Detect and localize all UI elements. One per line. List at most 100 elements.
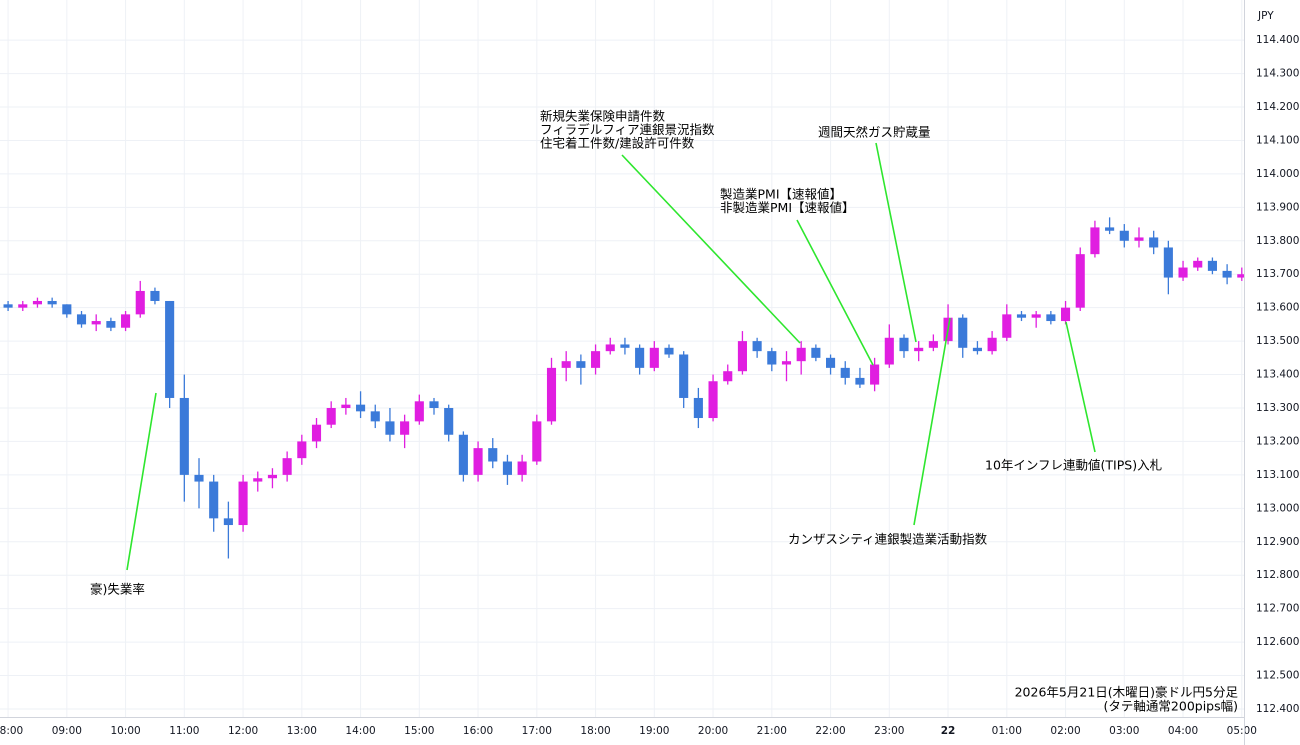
chart-title: (タテ軸通常200pips幅): [1104, 699, 1238, 714]
candle-body: [723, 371, 733, 382]
candle-body: [238, 481, 248, 526]
y-tick-label: 113.600: [1256, 302, 1299, 314]
x-tick-label: 20:00: [698, 725, 728, 737]
x-tick-label: 22:00: [815, 725, 845, 737]
x-tick-label: 11:00: [169, 725, 199, 737]
x-tick-label: 03:00: [1109, 725, 1139, 737]
candle-body: [972, 347, 982, 352]
annotation-line: [875, 142, 917, 343]
candle-body: [62, 304, 72, 315]
y-tick-label: 113.500: [1256, 335, 1299, 347]
candle-body: [1060, 307, 1071, 322]
candle-body: [591, 351, 601, 368]
candle-body: [165, 300, 175, 398]
x-tick-label: 01:00: [992, 725, 1022, 737]
candle-body: [414, 401, 424, 422]
candle-body: [223, 518, 233, 526]
x-tick-label: 05:00: [1227, 725, 1257, 737]
x-tick-label: 14:00: [345, 725, 375, 737]
candle-body: [1163, 247, 1173, 278]
candle-body: [341, 404, 351, 408]
annotation-text: カンザスシティ連銀製造業活動指数: [788, 532, 988, 547]
candle-body: [561, 361, 571, 368]
x-tick-label: 21:00: [757, 725, 787, 737]
candle-body: [546, 367, 557, 422]
annotation-text: 新規失業保険申請件数: [540, 109, 666, 124]
y-tick-label: 112.500: [1256, 670, 1299, 682]
candle-body: [796, 347, 806, 362]
candle-body: [517, 461, 527, 475]
candle-body: [664, 347, 674, 355]
candle-body: [326, 407, 336, 425]
candle-body: [767, 351, 777, 365]
y-tick-label: 112.700: [1256, 603, 1299, 615]
candle-body: [150, 290, 160, 301]
candle-body: [1207, 260, 1217, 271]
plot: [0, 0, 1244, 717]
y-tick-label: 114.200: [1256, 101, 1299, 113]
annotation-line: [126, 392, 157, 571]
candle-body: [3, 304, 13, 308]
y-tick-label: 114.000: [1256, 168, 1299, 180]
candle-body: [209, 481, 219, 519]
y-tick-label: 114.100: [1256, 134, 1299, 146]
candle-body: [914, 347, 924, 352]
x-tick-label: 13:00: [287, 725, 317, 737]
y-tick-label: 113.000: [1256, 502, 1299, 514]
candle-body: [1105, 227, 1115, 231]
candle-body: [194, 474, 204, 482]
annotation-line: [1065, 321, 1096, 453]
candle-body: [840, 367, 850, 378]
y-tick-label: 113.300: [1256, 402, 1299, 414]
candle-body: [1046, 314, 1056, 322]
annotation-text: 10年インフレ連動値(TIPS)入札: [985, 458, 1162, 473]
y-tick-label: 112.400: [1256, 703, 1299, 715]
x-tick-label: 08:00: [0, 725, 23, 737]
candle-body: [356, 404, 366, 412]
candle-body: [1002, 314, 1012, 338]
x-tick-label: 15:00: [404, 725, 434, 737]
annotation-line: [621, 154, 801, 344]
candle-body: [987, 337, 997, 352]
chart-title: 2026年5月21日(木曜日)豪ドル円5分足: [1015, 685, 1239, 700]
candle-body: [297, 441, 307, 459]
y-tick-label: 113.200: [1256, 435, 1299, 447]
annotation-text: 住宅着工件数/建設許可件数: [540, 136, 695, 151]
candle-body: [1031, 314, 1041, 318]
y-tick-label: 112.800: [1256, 569, 1299, 581]
y-tick-label: 113.900: [1256, 201, 1299, 213]
x-tick-label: 09:00: [52, 725, 82, 737]
annotation-text: 非製造業PMI【速報値】: [720, 200, 855, 215]
candle-body: [121, 314, 131, 328]
candle-body: [282, 458, 292, 475]
y-tick-label: 113.100: [1256, 469, 1299, 481]
candle-body: [370, 411, 380, 422]
candle-body: [76, 314, 87, 325]
candle-body: [649, 347, 659, 368]
x-tick-label: 22: [941, 725, 956, 737]
candle-body: [811, 347, 821, 358]
candle-body: [958, 317, 968, 348]
candle-body: [752, 341, 762, 352]
candle-body: [1090, 227, 1100, 255]
candle-body: [620, 344, 630, 348]
candle-body: [1016, 314, 1027, 318]
annotation-line: [913, 317, 951, 526]
candle-body: [737, 341, 747, 372]
candle-body: [826, 357, 836, 368]
candle-body: [488, 448, 498, 462]
candle-body: [1178, 267, 1188, 278]
y-axis-label: JPY: [1257, 10, 1274, 22]
candle-body: [32, 300, 43, 305]
candle-body: [635, 347, 645, 368]
x-tick-label: 02:00: [1050, 725, 1080, 737]
candle-body: [429, 401, 439, 408]
candle-body: [532, 421, 542, 462]
y-tick-label: 112.600: [1256, 636, 1299, 648]
candle-body: [385, 421, 395, 435]
candle-body: [1193, 260, 1203, 268]
candle-body: [870, 364, 880, 385]
x-tick-label: 19:00: [639, 725, 669, 737]
candle-body: [1149, 237, 1159, 248]
